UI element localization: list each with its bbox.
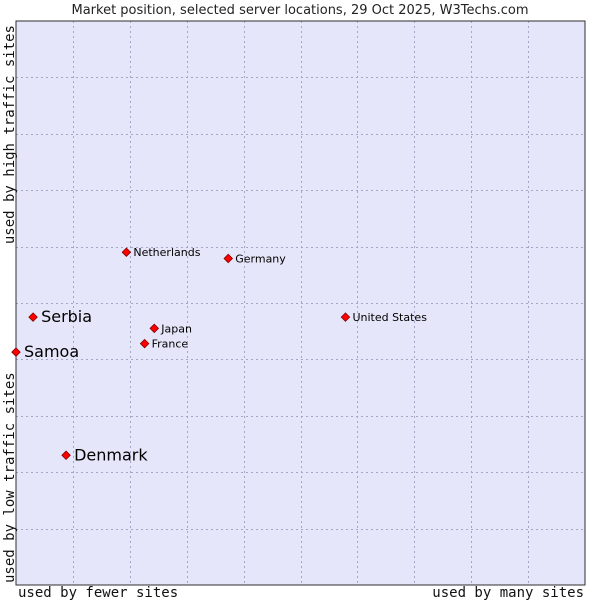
- plot-border: [15, 20, 586, 586]
- point-label: France: [152, 338, 189, 351]
- y-axis-label-top: used by high traffic sites: [2, 25, 18, 244]
- point-serbia: Serbia: [28, 307, 92, 326]
- point-marker: [139, 338, 150, 349]
- grid-lines: [16, 21, 585, 585]
- chart-title: Market position, selected server locatio…: [71, 3, 528, 18]
- point-united-states: United States: [340, 311, 427, 324]
- point-denmark: Denmark: [61, 445, 148, 464]
- point-marker: [61, 450, 71, 461]
- point-label: Serbia: [41, 307, 92, 326]
- point-france: France: [139, 338, 189, 351]
- plot-area: [16, 21, 585, 585]
- x-axis-label-left: used by fewer sites: [18, 585, 178, 600]
- data-points: Netherlands Germany Serbia United States Jap…: [11, 246, 427, 464]
- point-germany: Germany: [223, 252, 286, 265]
- point-label: Netherlands: [133, 246, 200, 259]
- point-marker: [28, 312, 38, 322]
- point-label: United States: [352, 311, 427, 324]
- x-axis-label-right: used by many sites: [432, 585, 584, 600]
- point-marker: [11, 347, 21, 357]
- point-marker: [149, 323, 160, 334]
- point-marker: [340, 312, 351, 322]
- point-label: Denmark: [74, 445, 148, 464]
- point-label: Japan: [160, 322, 192, 335]
- point-netherlands: Netherlands: [121, 246, 201, 259]
- point-label: Germany: [235, 252, 286, 265]
- y-axis-label-bottom: used by low traffic sites: [2, 372, 18, 583]
- point-japan: Japan: [149, 322, 192, 335]
- point-marker: [223, 253, 234, 264]
- point-label: Samoa: [24, 342, 79, 361]
- point-marker: [121, 247, 132, 258]
- point-samoa: Samoa: [11, 342, 79, 361]
